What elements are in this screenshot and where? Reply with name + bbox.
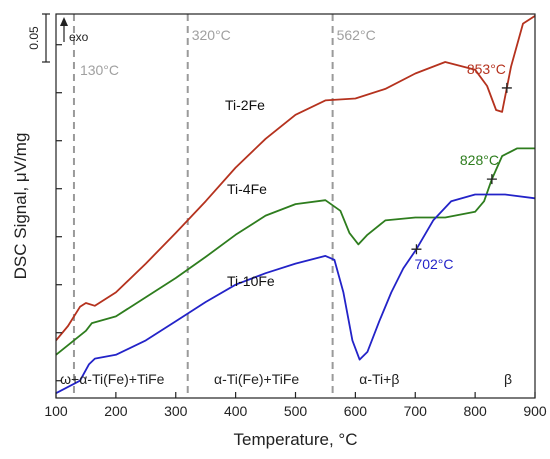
- scale-bar-label: 0.05: [27, 26, 41, 50]
- series-line-ti-2fe: [55, 15, 536, 341]
- ref-label-320: 320°C: [192, 27, 231, 43]
- scale-bar: 0.05: [27, 13, 50, 63]
- peak-marker-828: [486, 174, 497, 185]
- phase-label-alpha-tife: α-Ti(Fe)+TiFe: [214, 371, 299, 387]
- peak-marker-702: [411, 244, 422, 255]
- reference-labels: 130°C 320°C 562°C: [80, 27, 376, 78]
- series-labels: Ti-2Fe Ti-4Fe Ti-10Fe: [225, 97, 275, 289]
- plot-frame: [55, 13, 536, 399]
- series-line-ti-4fe: [55, 147, 535, 356]
- exo-label: exo: [69, 30, 89, 44]
- arrow-up-icon: [60, 17, 68, 26]
- series-label-ti-10fe: Ti-10Fe: [227, 273, 275, 289]
- series-label-ti-4fe: Ti-4Fe: [227, 181, 267, 197]
- ref-label-562: 562°C: [337, 27, 376, 43]
- y-axis-title: DSC Signal, μV/mg: [11, 133, 30, 280]
- phase-label-beta: β: [504, 371, 512, 387]
- x-axis-title: Temperature, °C: [234, 430, 358, 449]
- series-line-ti-10fe: [55, 193, 536, 394]
- x-tick-label: 600: [344, 403, 368, 419]
- x-tick-label: 100: [44, 403, 68, 419]
- x-tick-label: 400: [224, 403, 248, 419]
- peak-label-828: 828°C: [460, 152, 499, 168]
- ref-label-130: 130°C: [80, 62, 119, 78]
- x-tick-label: 900: [523, 403, 547, 419]
- peak-label-853: 853°C: [467, 61, 506, 77]
- peak-markers: [411, 82, 512, 255]
- y-axis-ticks: [56, 44, 62, 382]
- series-layer: [55, 15, 536, 394]
- peak-marker-853: [501, 82, 512, 93]
- peak-label-702: 702°C: [414, 256, 453, 272]
- x-tick-label: 300: [164, 403, 188, 419]
- phase-labels: ω+α-Ti(Fe)+TiFe α-Ti(Fe)+TiFe α-Ti+β β: [60, 371, 512, 387]
- phase-label-omega: ω+α-Ti(Fe)+TiFe: [60, 371, 165, 387]
- phase-label-alpha-beta: α-Ti+β: [359, 371, 399, 387]
- x-axis-ticks: 100 200 300 400 500 600 700 800 900: [44, 392, 547, 419]
- x-tick-label: 500: [284, 403, 308, 419]
- x-tick-label: 200: [104, 403, 128, 419]
- x-tick-label: 800: [463, 403, 487, 419]
- peak-labels: 853°C 828°C 702°C: [414, 61, 505, 272]
- exo-indicator: exo: [60, 17, 89, 44]
- x-tick-label: 700: [404, 403, 428, 419]
- series-label-ti-2fe: Ti-2Fe: [225, 97, 265, 113]
